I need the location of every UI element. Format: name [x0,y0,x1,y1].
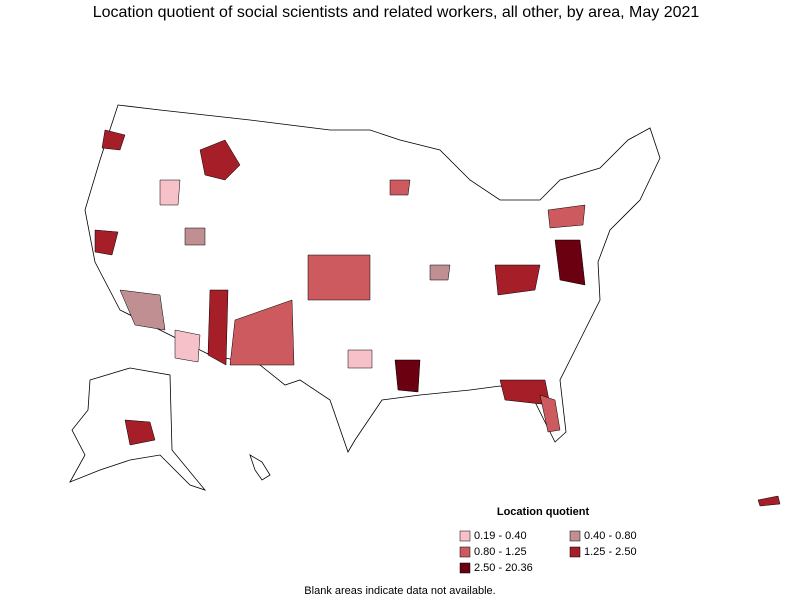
legend-swatch [459,530,471,542]
legend-label: 0.40 - 0.80 [584,530,637,542]
legend-label: 0.19 - 0.40 [474,530,527,542]
area [347,349,373,369]
area [429,264,451,281]
areas [94,129,586,446]
area [207,289,229,366]
area [494,264,541,296]
legend-label: 2.50 - 20.36 [474,562,533,574]
area [119,289,166,331]
legend-label: 1.25 - 2.50 [584,546,637,558]
area [174,329,201,363]
area [554,239,586,286]
area [229,299,295,366]
legend-label: 0.80 - 1.25 [474,546,527,558]
area [307,254,371,301]
legend-swatch [459,562,471,574]
legend-swatch [569,530,581,542]
hawaii [249,454,271,481]
map-title: Location quotient of social scientists a… [93,4,700,21]
area [199,139,241,181]
legend-title: Location quotient [497,506,590,518]
area [94,229,119,256]
area [547,204,586,229]
area [124,419,156,446]
puerto-rico [757,495,781,507]
legend: 0.19 - 0.40 0.40 - 0.80 0.80 - 1.25 1.25 - … [459,530,637,574]
legend-swatch [569,546,581,558]
us-map [69,104,781,507]
footnote: Blank areas indicate data not available. [304,585,495,597]
area [394,359,421,393]
area [539,394,561,433]
legend-swatch [459,546,471,558]
area [184,227,206,246]
area [389,179,411,196]
area [159,179,181,206]
area [101,129,126,151]
